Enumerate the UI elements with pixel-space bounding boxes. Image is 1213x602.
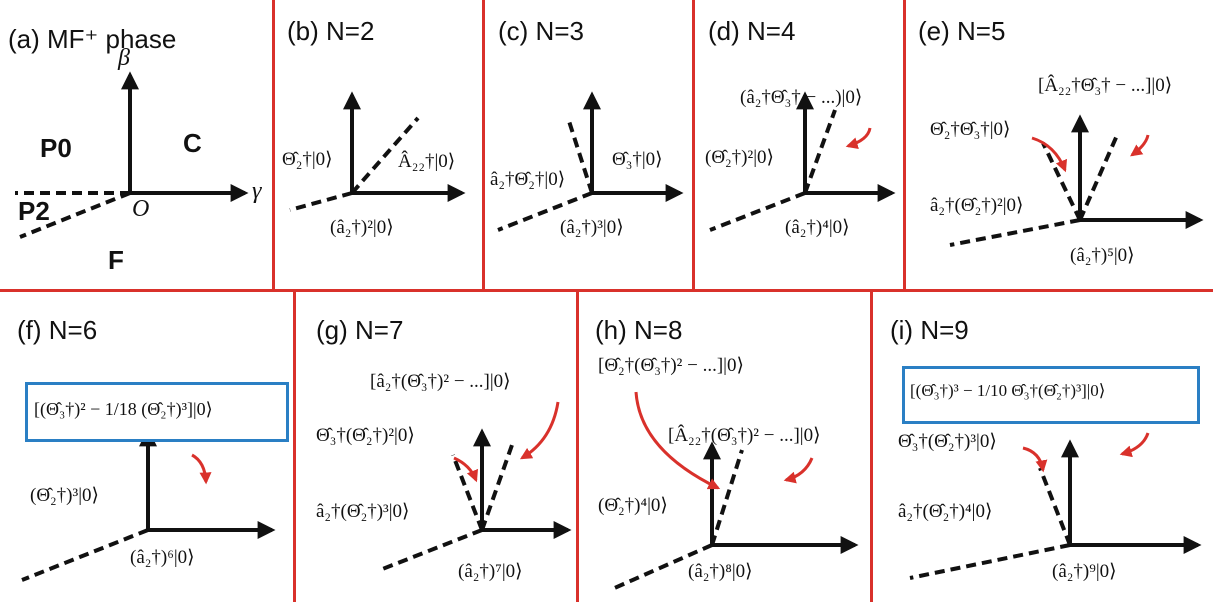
state-label: (â₂†Θ̂₃† − ...)|0⟩	[740, 87, 863, 108]
highlight-box-i	[902, 366, 1200, 424]
state-label: [(Θ̂₃†)² − 1/18 (Θ̂₂†)³]|0⟩	[34, 399, 213, 419]
axes-g	[379, 428, 572, 572]
phase-c: C	[183, 128, 202, 158]
state-label: (â₂†)⁷|0⟩	[458, 561, 523, 582]
state-label: Θ̂₂†|0⟩	[282, 149, 333, 170]
divider-bot-3	[870, 292, 873, 602]
state-label: (â₂†)³|0⟩	[560, 217, 624, 238]
panel-title-i: (i) N=9	[890, 315, 969, 345]
divider-horizontal	[0, 289, 1213, 292]
red-arrow-g2	[519, 401, 560, 460]
axes-h	[609, 441, 859, 592]
red-arrow-e2	[1130, 134, 1150, 157]
divider-top-3	[692, 0, 695, 289]
panel-title-c: (c) N=3	[498, 16, 584, 46]
phase-p2: P2	[18, 196, 50, 226]
red-arrow-g1	[453, 456, 479, 483]
state-label: Θ̂₃†|0⟩	[612, 149, 663, 170]
red-arrows	[191, 127, 1150, 490]
axis-label-beta: β	[118, 45, 130, 71]
state-label: â₂†(Θ̂₂†)⁴|0⟩	[898, 501, 993, 522]
divider-bot-1	[293, 292, 296, 602]
state-label: (Θ̂₂†)²|0⟩	[705, 147, 774, 168]
state-label: â₂†(Θ̂₂†)³|0⟩	[316, 501, 410, 522]
red-arrow-i1	[1022, 446, 1048, 473]
origin-label: O	[132, 196, 150, 222]
divider-bot-2	[576, 292, 579, 602]
red-arrow-e1	[1031, 136, 1068, 173]
state-label: [Θ̂₂†(Θ̂₃†)² − ...]|0⟩	[598, 355, 744, 376]
state-label: Θ̂₃†(Θ̂₂†)²|0⟩	[316, 425, 415, 446]
panel-title-f: (f) N=6	[17, 315, 98, 345]
highlight-box-f	[25, 382, 289, 442]
red-arrow-i2	[1119, 432, 1150, 458]
state-label: (â₂†)⁵|0⟩	[1070, 245, 1135, 266]
axes-c	[497, 91, 684, 232]
state-label: â₂†Θ̂₂†|0⟩	[490, 169, 566, 190]
state-label: (â₂†)⁹|0⟩	[1052, 561, 1117, 582]
phase-f: F	[108, 245, 124, 275]
state-label: (Θ̂₂†)⁴|0⟩	[598, 495, 668, 516]
state-label: (â₂†)⁶|0⟩	[130, 547, 195, 568]
panel-title-h: (h) N=8	[595, 315, 683, 345]
state-label: Θ̂₃†(Θ̂₂†)³|0⟩	[898, 431, 997, 452]
state-label: [â₂†(Θ̂₃†)² − ...]|0⟩	[370, 371, 511, 392]
state-label: (Θ̂₂†)³|0⟩	[30, 485, 99, 506]
axes-a	[15, 71, 249, 239]
panel-title-d: (d) N=4	[708, 16, 796, 46]
state-label: â₂†(Θ̂₂†)²|0⟩	[930, 195, 1024, 216]
red-arrow-h2	[783, 457, 814, 484]
red-arrow-d	[845, 127, 872, 149]
panel-title-b: (b) N=2	[287, 16, 375, 46]
phase-p0: P0	[40, 133, 72, 163]
state-label: [Â₂₂†Θ̂₃† − ...]|0⟩	[1038, 75, 1173, 96]
state-label: [Â₂₂†(Θ̂₃†)² − ...]|0⟩	[668, 425, 821, 446]
axes-i	[909, 439, 1202, 580]
state-label: Â₂₂†|0⟩	[398, 151, 456, 172]
red-arrow-h1	[634, 391, 721, 490]
panel-title-g: (g) N=7	[316, 315, 404, 345]
state-label: (â₂†)⁴|0⟩	[785, 217, 850, 238]
divider-top-1	[272, 0, 275, 289]
axes-b	[289, 91, 466, 212]
red-arrow-f	[191, 453, 212, 485]
panel-title-a: (a) MF⁺ phase	[8, 24, 177, 54]
axes-f	[21, 428, 276, 582]
state-label: (â₂†)⁸|0⟩	[688, 561, 753, 582]
state-label: (â₂†)²|0⟩	[330, 217, 394, 238]
axes-e	[949, 114, 1204, 247]
state-label: Θ̂₂†Θ̂₃†|0⟩	[930, 119, 1011, 140]
axes-d	[709, 91, 896, 232]
divider-top-2	[482, 0, 485, 289]
state-label: [(Θ̂₃†)³ − 1/10 Θ̂₃†(Θ̂₂†)³]|0⟩	[910, 381, 1106, 400]
axis-label-gamma: γ	[252, 178, 262, 204]
divider-top-4	[903, 0, 906, 289]
panel-title-e: (e) N=5	[918, 16, 1006, 46]
